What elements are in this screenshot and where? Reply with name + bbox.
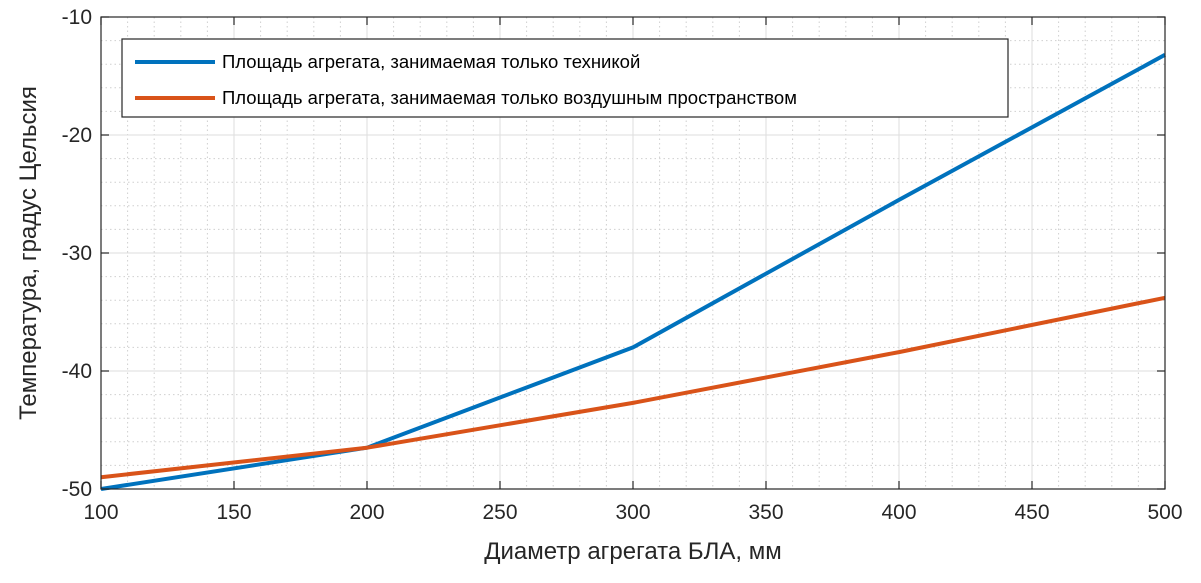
legend: Площадь агрегата, занимаемая только техн… (121, 38, 1009, 118)
x-tick-label: 450 (1014, 501, 1049, 524)
y-axis-title: Температура, градус Цельсия (15, 86, 42, 420)
x-tick-label: 200 (349, 501, 384, 524)
series-line-2 (100, 295, 1166, 480)
x-tick-label: 300 (615, 501, 650, 524)
y-tick-label: -10 (62, 6, 92, 29)
x-tick-label: 350 (748, 501, 783, 524)
y-tick-label: -20 (62, 124, 92, 147)
x-tick-label: 250 (482, 501, 517, 524)
y-tick-label: -30 (62, 242, 92, 265)
series-lines (100, 53, 1166, 491)
x-axis-title: Диаметр агрегата БЛА, мм (484, 538, 782, 565)
legend-label-1: Площадь агрегата, занимаемая только техн… (222, 51, 640, 72)
x-tick-label: 400 (881, 501, 916, 524)
y-tick-label: -50 (62, 478, 92, 501)
legend-label-2: Площадь агрегата, занимаемая только возд… (222, 87, 797, 108)
series-line-1 (100, 53, 1166, 491)
axis-ticks: 100 150 200 250 300 350 400 450 500 -50 -40 -30 -20 -… (62, 6, 1183, 524)
x-tick-label: 150 (216, 501, 251, 524)
y-tick-label: -40 (62, 360, 92, 383)
legend-box (121, 38, 1009, 118)
x-tick-label: 500 (1147, 501, 1182, 524)
x-tick-label: 100 (83, 501, 118, 524)
